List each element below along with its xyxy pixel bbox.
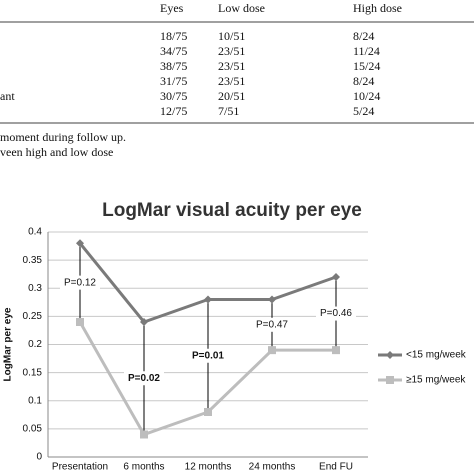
table-header: High dose — [353, 1, 402, 15]
table-cell: 23/51 — [218, 44, 245, 58]
y-tick-label: 0.2 — [28, 339, 42, 350]
x-tick-label: 12 months — [185, 462, 232, 473]
p-label-bg — [252, 317, 292, 332]
p-value: P=0.12 — [64, 277, 96, 288]
p-label-bg — [60, 275, 100, 290]
table-cell: 30/75 — [160, 89, 187, 103]
data-point — [204, 408, 212, 416]
table-cell: 5/24 — [353, 104, 374, 118]
footnote: veen high and low dose — [0, 145, 113, 159]
table-header: Low dose — [218, 1, 265, 15]
p-value: P=0.01 — [192, 350, 224, 361]
footnote: moment during follow up. — [0, 130, 126, 144]
p-value: P=0.02 — [128, 373, 160, 384]
p-value: P=0.47 — [256, 319, 288, 330]
p-label-bg — [316, 306, 356, 321]
table-cell: 23/51 — [218, 59, 245, 73]
table-cell: 12/75 — [160, 104, 187, 118]
table-cell: 8/24 — [353, 74, 374, 88]
table-cell: 31/75 — [160, 74, 187, 88]
p-label-bg — [124, 371, 164, 386]
table-cell: 10/51 — [218, 29, 245, 43]
y-tick-label: 0.1 — [28, 395, 42, 406]
legend-label: ≥15 mg/week — [406, 375, 466, 386]
table-cell: 18/75 — [160, 29, 187, 43]
data-point — [386, 376, 394, 384]
data-point — [140, 430, 148, 439]
table-cell: 20/51 — [218, 89, 245, 103]
chart-title: LogMar visual acuity per eye — [102, 200, 362, 221]
data-point — [76, 239, 84, 248]
data-point — [268, 346, 276, 355]
table-cell: 10/24 — [353, 89, 380, 103]
x-tick-label: Presentation — [52, 462, 108, 473]
p-label-bg — [188, 348, 228, 363]
y-tick-label: 0.25 — [23, 311, 43, 322]
table-cell: 23/51 — [218, 74, 245, 88]
table-cell: 15/24 — [353, 59, 380, 73]
data-point — [204, 295, 212, 304]
data-point — [268, 295, 276, 304]
y-tick-label: 0.05 — [23, 424, 43, 435]
data-point — [332, 346, 340, 355]
y-tick-label: 0 — [36, 452, 42, 463]
data-point — [76, 318, 84, 326]
x-tick-label: 24 months — [249, 462, 296, 473]
y-tick-label: 0.3 — [28, 283, 42, 294]
row-label: ant — [0, 89, 15, 103]
x-tick-label: 6 months — [123, 462, 164, 473]
table-cell: 7/51 — [218, 104, 239, 118]
legend-label: <15 mg/week — [406, 350, 467, 361]
table-header: Eyes — [160, 1, 184, 15]
x-tick-label: End FU — [319, 462, 353, 473]
y-tick-label: 0.15 — [23, 367, 43, 378]
y-tick-label: 0.4 — [28, 227, 42, 238]
table-cell: 38/75 — [160, 59, 187, 73]
data-point — [140, 318, 148, 326]
y-axis-label: LogMar per eye — [3, 307, 14, 381]
table-cell: 34/75 — [160, 44, 187, 58]
y-tick-label: 0.35 — [23, 255, 43, 266]
table-cell: 11/24 — [353, 44, 380, 58]
table-cell: 8/24 — [353, 29, 374, 43]
p-value: P=0.46 — [320, 308, 352, 319]
data-point — [332, 273, 340, 281]
data-point — [386, 351, 394, 359]
